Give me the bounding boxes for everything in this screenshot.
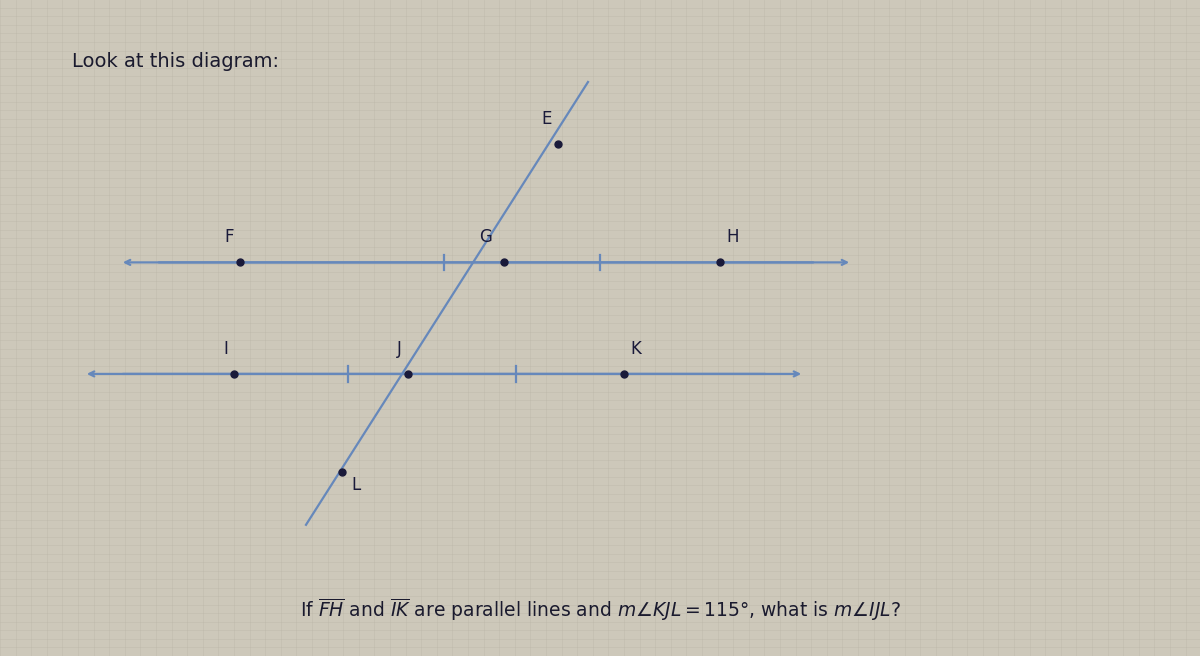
- Text: H: H: [726, 228, 738, 246]
- Text: F: F: [224, 228, 234, 246]
- Text: L: L: [352, 476, 361, 493]
- Text: G: G: [479, 228, 492, 246]
- Point: [710, 257, 730, 268]
- Point: [230, 257, 250, 268]
- Text: K: K: [630, 340, 641, 358]
- Point: [614, 369, 634, 379]
- Point: [548, 139, 568, 150]
- Point: [332, 467, 352, 478]
- Point: [494, 257, 514, 268]
- Text: Look at this diagram:: Look at this diagram:: [72, 52, 278, 72]
- Text: I: I: [223, 340, 228, 358]
- Point: [398, 369, 418, 379]
- Text: J: J: [397, 340, 402, 358]
- Text: E: E: [541, 110, 552, 128]
- Point: [224, 369, 244, 379]
- Text: If $\overline{FH}$ and $\overline{IK}$ are parallel lines and $m\angle KJL = 115: If $\overline{FH}$ and $\overline{IK}$ a…: [300, 596, 900, 623]
